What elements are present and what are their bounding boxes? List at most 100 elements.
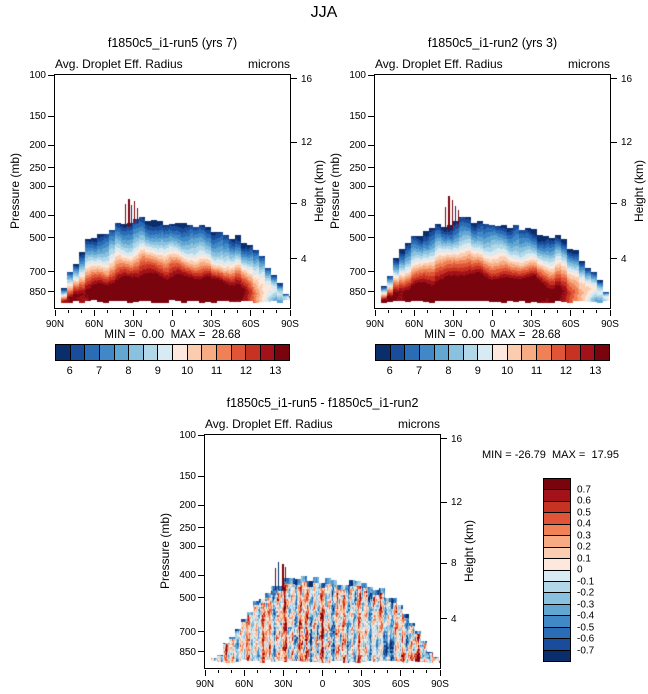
colorbar-tick-label: -0.4 — [577, 610, 595, 622]
pressure-tick-label: 150 — [29, 111, 46, 123]
pressure-tick-label: 150 — [349, 111, 366, 123]
pressure-tick — [368, 271, 374, 273]
latitude-minor-tick — [198, 310, 200, 313]
latitude-tick — [374, 310, 376, 316]
colorbar-swatches — [55, 344, 290, 361]
pressure-tick-label: 500 — [349, 232, 366, 244]
colorbar-tick-label: 7 — [96, 365, 103, 377]
colorbar-tick-label: 0.3 — [577, 530, 591, 541]
colorbar-swatch — [544, 604, 570, 617]
colorbar-swatch — [390, 345, 406, 360]
panel-subtitle-row: Avg. Droplet Eff. Radius microns — [375, 57, 610, 71]
pressure-tick — [368, 115, 374, 117]
latitude-tick — [322, 670, 323, 676]
colorbar-tick-label: 8 — [125, 365, 132, 377]
colorbar-swatch — [70, 345, 86, 360]
colorbar-swatch — [544, 616, 570, 628]
latitude-tick — [439, 670, 441, 676]
latitude-minor-tick — [374, 670, 376, 673]
pressure-tick — [368, 167, 374, 169]
colorbar-tick-label: 0.5 — [577, 507, 591, 518]
pressure-tick — [48, 271, 54, 273]
height-tick-label: 8 — [621, 198, 627, 210]
colorbar-diff: 0.7 0.6 0.5 0.4 0.3 0.2 0.1 0 -0.1 -0.2 -0.3 -0.4 -0… — [543, 478, 623, 668]
latitude-tick — [204, 670, 206, 676]
latitude-tick-label: 30S — [352, 679, 371, 690]
latitude-tick-label: 30N — [444, 319, 463, 330]
pressure-tick-label: 200 — [29, 140, 46, 152]
pressure-tick-label: 200 — [349, 140, 366, 152]
panel-units: microns — [247, 57, 290, 71]
contour-plot-run2 — [375, 75, 610, 308]
pressure-tick — [48, 74, 54, 76]
colorbar-swatch — [463, 345, 479, 360]
latitude-tick — [289, 310, 291, 316]
pressure-tick-label: 100 — [179, 430, 196, 441]
height-tick-label: 16 — [301, 73, 313, 85]
pressure-tick-label: 100 — [349, 70, 366, 81]
colorbar-swatch — [202, 345, 217, 360]
height-tick — [611, 202, 617, 204]
panel-subtitle: Avg. Droplet Eff. Radius — [375, 57, 503, 71]
colorbar-run2: 6 7 8 9 10 11 12 13 — [375, 344, 610, 382]
colorbar-tick-label: -0.1 — [577, 576, 595, 587]
latitude-tick — [452, 310, 454, 316]
panel-subtitle: Avg. Droplet Eff. Radius — [205, 417, 333, 431]
latitude-tick-label: 30S — [202, 319, 221, 330]
colorbar-swatch — [544, 501, 570, 514]
pressure-tick — [48, 237, 54, 239]
colorbar-swatch — [595, 345, 609, 360]
colorbar-swatch — [544, 650, 570, 661]
colorbar-swatch — [551, 345, 567, 360]
pressure-tick-label: 850 — [179, 646, 196, 658]
height-tick-label: 16 — [451, 433, 463, 445]
latitude-minor-tick — [217, 670, 219, 673]
latitude-minor-tick — [67, 310, 69, 313]
colorbar-tick-label: 0.2 — [577, 541, 591, 553]
latitude-minor-tick — [544, 310, 546, 313]
latitude-minor-tick — [439, 310, 441, 313]
height-tick — [441, 438, 447, 440]
pressure-tick-label: 500 — [29, 232, 46, 244]
latitude-tick — [282, 670, 284, 676]
pressure-tick-label: 400 — [349, 210, 366, 222]
colorbar-swatch — [246, 345, 261, 360]
contour-plot-run5 — [55, 75, 290, 308]
colorbar-swatch — [187, 345, 203, 360]
latitude-tick-label: 90S — [431, 679, 449, 690]
latitude-minor-tick — [413, 670, 415, 673]
panel-title: f1850c5_i1-run5 - f1850c5_i1-run2 — [226, 396, 419, 410]
colorbar-swatch — [275, 345, 289, 360]
latitude-tick — [609, 310, 611, 316]
colorbar-swatch — [507, 345, 523, 360]
pressure-tick — [198, 651, 204, 653]
latitude-minor-tick — [518, 310, 520, 313]
latitude-minor-tick — [557, 310, 559, 313]
latitude-tick — [492, 310, 493, 316]
latitude-minor-tick — [478, 310, 480, 313]
colorbar-tick-label: 0.7 — [577, 484, 591, 495]
colorbar-tick-label: 0.6 — [577, 495, 591, 507]
height-axis-label: Height (km) — [462, 519, 476, 583]
colorbar-labels: 6 7 8 9 10 11 12 13 — [55, 365, 290, 378]
pressure-tick — [198, 631, 204, 633]
latitude-tick — [570, 310, 572, 316]
latitude-tick-label: 0 — [319, 679, 326, 690]
latitude-tick-label: 90N — [365, 319, 385, 330]
height-tick — [441, 562, 447, 564]
colorbar-swatch — [419, 345, 435, 360]
pressure-tick — [48, 214, 54, 216]
latitude-tick-label: 60S — [561, 319, 580, 330]
colorbar-swatch — [544, 513, 570, 525]
latitude-tick-label: 0 — [489, 319, 496, 330]
height-axis-label: Height (km) — [632, 159, 646, 223]
height-tick-label: 12 — [621, 137, 633, 149]
contour-plot-diff — [205, 435, 440, 668]
pressure-tick — [368, 185, 374, 187]
colorbar-swatch — [114, 345, 130, 360]
height-tick — [611, 141, 617, 143]
minmax-stats: MIN = 0.00 MAX = 28.68 — [104, 329, 241, 341]
colorbar-tick-label: 11 — [210, 365, 223, 377]
colorbar-swatch — [173, 345, 188, 360]
colorbar-swatch — [544, 593, 570, 605]
